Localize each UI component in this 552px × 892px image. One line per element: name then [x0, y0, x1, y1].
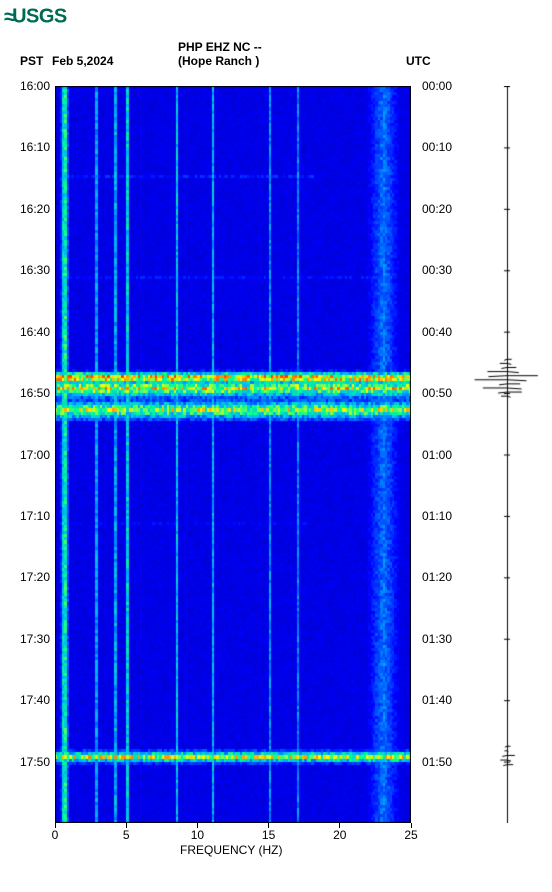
pst-time-tick: 17:30: [2, 632, 50, 646]
header-station-line1: PHP EHZ NC --: [178, 40, 262, 54]
header-station-line2: (Hope Ranch ): [178, 54, 259, 68]
utc-time-tick: 01:20: [422, 570, 452, 584]
utc-time-tick: 00:30: [422, 263, 452, 277]
xaxis-title: FREQUENCY (HZ): [180, 843, 282, 857]
utc-time-tick: 00:00: [422, 79, 452, 93]
freq-tick-mark: [197, 823, 198, 828]
utc-time-tick: 01:10: [422, 509, 452, 523]
freq-tick: 0: [52, 828, 59, 842]
pst-time-tick: 16:40: [2, 325, 50, 339]
utc-time-tick: 00:50: [422, 386, 452, 400]
utc-time-tick: 00:40: [422, 325, 452, 339]
spectrogram-canvas: [55, 86, 411, 823]
header-left-tz: PST: [20, 54, 43, 68]
freq-tick: 10: [191, 828, 204, 842]
utc-time-tick: 01:30: [422, 632, 452, 646]
freq-tick-mark: [55, 823, 56, 828]
waveform-canvas: [472, 86, 542, 823]
freq-tick-mark: [339, 823, 340, 828]
freq-tick: 20: [333, 828, 346, 842]
usgs-text: USGS: [12, 5, 67, 27]
freq-tick: 25: [404, 828, 417, 842]
pst-time-tick: 16:30: [2, 263, 50, 277]
freq-tick-mark: [411, 823, 412, 828]
header-right-tz: UTC: [406, 54, 431, 68]
utc-time-tick: 00:10: [422, 140, 452, 154]
pst-time-tick: 16:20: [2, 202, 50, 216]
freq-tick-mark: [268, 823, 269, 828]
pst-time-tick: 17:10: [2, 509, 50, 523]
pst-time-tick: 17:00: [2, 448, 50, 462]
pst-time-tick: 17:20: [2, 570, 50, 584]
usgs-logo: ≈USGS: [4, 4, 67, 30]
freq-tick-mark: [126, 823, 127, 828]
freq-tick: 5: [123, 828, 130, 842]
utc-time-tick: 01:00: [422, 448, 452, 462]
pst-time-tick: 16:10: [2, 140, 50, 154]
usgs-wave-icon: ≈: [4, 4, 12, 29]
pst-time-tick: 17:50: [2, 755, 50, 769]
pst-time-tick: 16:50: [2, 386, 50, 400]
utc-time-tick: 01:50: [422, 755, 452, 769]
pst-time-tick: 16:00: [2, 79, 50, 93]
pst-time-tick: 17:40: [2, 693, 50, 707]
header-date: Feb 5,2024: [52, 54, 113, 68]
freq-tick: 15: [262, 828, 275, 842]
utc-time-tick: 01:40: [422, 693, 452, 707]
utc-time-tick: 00:20: [422, 202, 452, 216]
